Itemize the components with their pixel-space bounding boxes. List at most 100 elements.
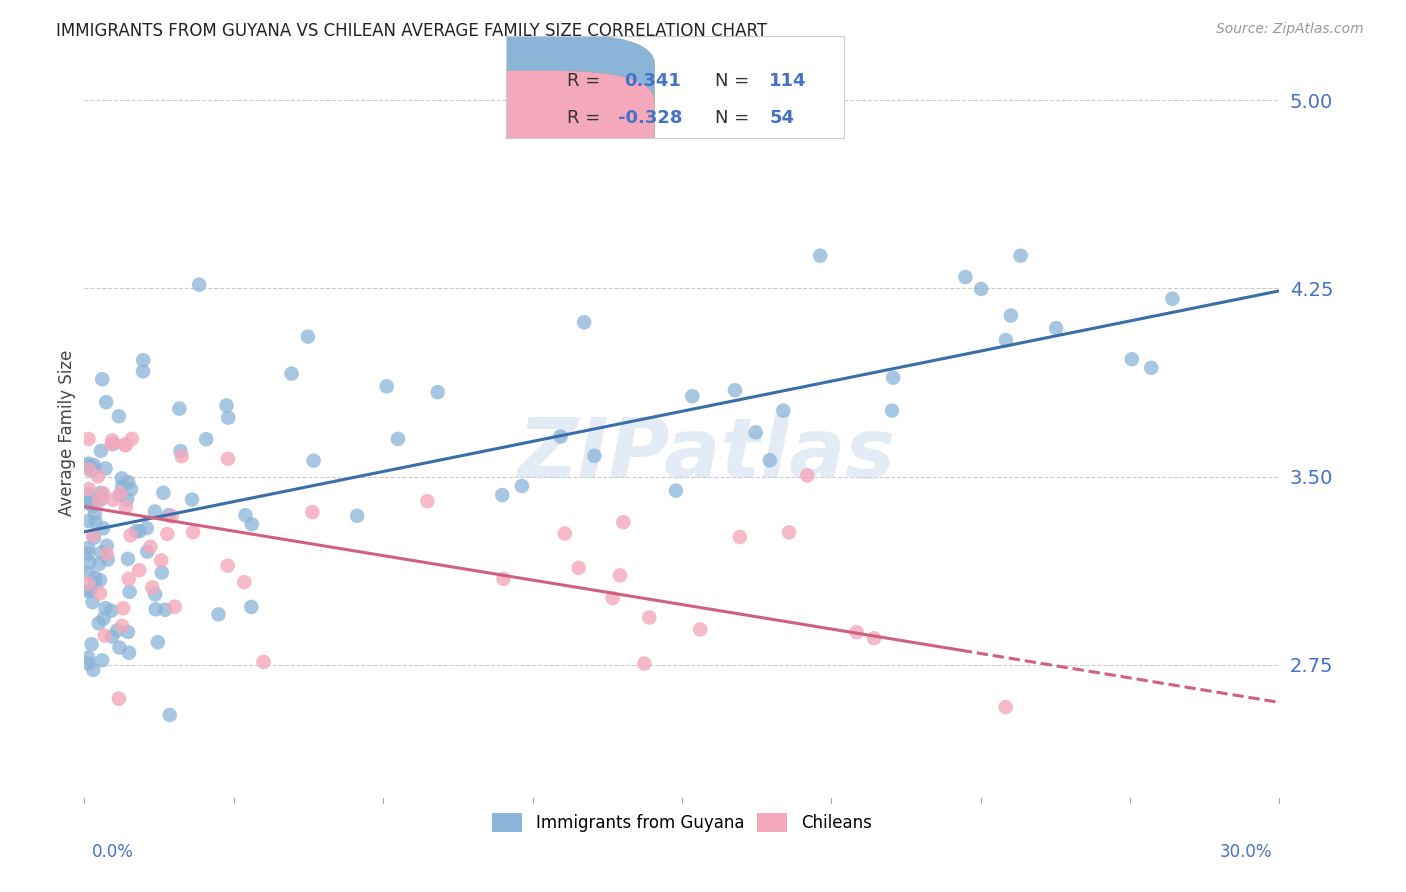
Point <box>94 461 117 475</box>
Point <box>84 507 107 521</box>
Point <box>91 521 114 535</box>
Point <box>77 496 100 510</box>
Point <box>217 558 239 573</box>
Text: IMMIGRANTS FROM GUYANA VS CHILEAN AVERAGE FAMILY SIZE CORRELATION CHART: IMMIGRANTS FROM GUYANA VS CHILEAN AVERAG… <box>56 22 768 40</box>
Text: 54: 54 <box>769 109 794 127</box>
Point <box>132 353 155 368</box>
Point <box>609 568 631 582</box>
Point <box>416 494 439 508</box>
Point <box>125 524 148 538</box>
Point <box>128 524 150 539</box>
Point <box>114 438 136 452</box>
Point <box>1010 249 1032 263</box>
Point <box>1161 292 1184 306</box>
Point <box>994 333 1017 347</box>
Point <box>1140 360 1163 375</box>
Point <box>114 500 136 514</box>
Point <box>181 525 204 540</box>
Point <box>217 451 239 466</box>
Point <box>387 432 409 446</box>
Point <box>955 270 977 285</box>
Point <box>550 429 572 443</box>
Point <box>82 595 104 609</box>
Point <box>77 457 100 471</box>
Point <box>77 482 100 496</box>
Point <box>150 553 173 567</box>
Point <box>117 624 139 639</box>
Point <box>728 530 751 544</box>
Point <box>111 619 134 633</box>
Point <box>105 624 128 638</box>
Point <box>744 425 766 440</box>
Point <box>375 379 398 393</box>
Point <box>77 555 100 569</box>
Point <box>139 540 162 554</box>
Point <box>638 610 661 624</box>
Point <box>80 637 103 651</box>
Point <box>87 493 110 508</box>
Text: 0.341: 0.341 <box>624 72 681 90</box>
Point <box>91 486 114 500</box>
Point <box>82 663 104 677</box>
Point <box>724 384 747 398</box>
Point <box>297 329 319 343</box>
Point <box>252 655 274 669</box>
Point <box>80 464 103 478</box>
Point <box>83 576 105 591</box>
Point <box>96 547 118 561</box>
Point <box>77 584 100 599</box>
Point <box>141 581 163 595</box>
Point <box>217 410 239 425</box>
Point <box>568 561 591 575</box>
Point <box>240 599 263 614</box>
Point <box>188 277 211 292</box>
Point <box>128 563 150 577</box>
Point <box>157 508 180 522</box>
Point <box>93 612 115 626</box>
Point <box>108 640 131 655</box>
Point <box>845 625 868 640</box>
Point <box>115 438 138 452</box>
Point <box>117 572 139 586</box>
Point <box>681 389 703 403</box>
Point <box>491 488 513 502</box>
Point <box>117 475 139 490</box>
Point <box>554 526 576 541</box>
Point <box>863 631 886 645</box>
Point <box>90 491 112 506</box>
Point <box>121 432 143 446</box>
Point <box>83 458 105 472</box>
Point <box>233 575 256 590</box>
Point <box>1121 352 1143 367</box>
Point <box>91 372 114 386</box>
Point <box>145 602 167 616</box>
Point <box>94 601 117 615</box>
Point <box>572 315 595 329</box>
Point <box>77 487 100 501</box>
Point <box>97 552 120 566</box>
Point <box>135 521 157 535</box>
Point <box>90 545 112 559</box>
Point <box>96 539 118 553</box>
Point <box>808 249 831 263</box>
Point <box>612 515 634 529</box>
Y-axis label: Average Family Size: Average Family Size <box>58 350 76 516</box>
Point <box>163 599 186 614</box>
Point <box>426 385 449 400</box>
Point <box>87 469 110 483</box>
Point <box>77 541 100 555</box>
Point <box>602 591 624 606</box>
Point <box>79 583 101 598</box>
Point <box>170 449 193 463</box>
Point <box>77 547 100 561</box>
Point <box>120 483 142 497</box>
Point <box>1045 321 1067 335</box>
Point <box>77 566 100 580</box>
Point <box>89 573 111 587</box>
Point <box>112 601 135 615</box>
FancyBboxPatch shape <box>419 70 655 165</box>
Point <box>240 517 263 532</box>
Point <box>136 544 159 558</box>
Point <box>994 700 1017 714</box>
Point <box>111 471 134 485</box>
